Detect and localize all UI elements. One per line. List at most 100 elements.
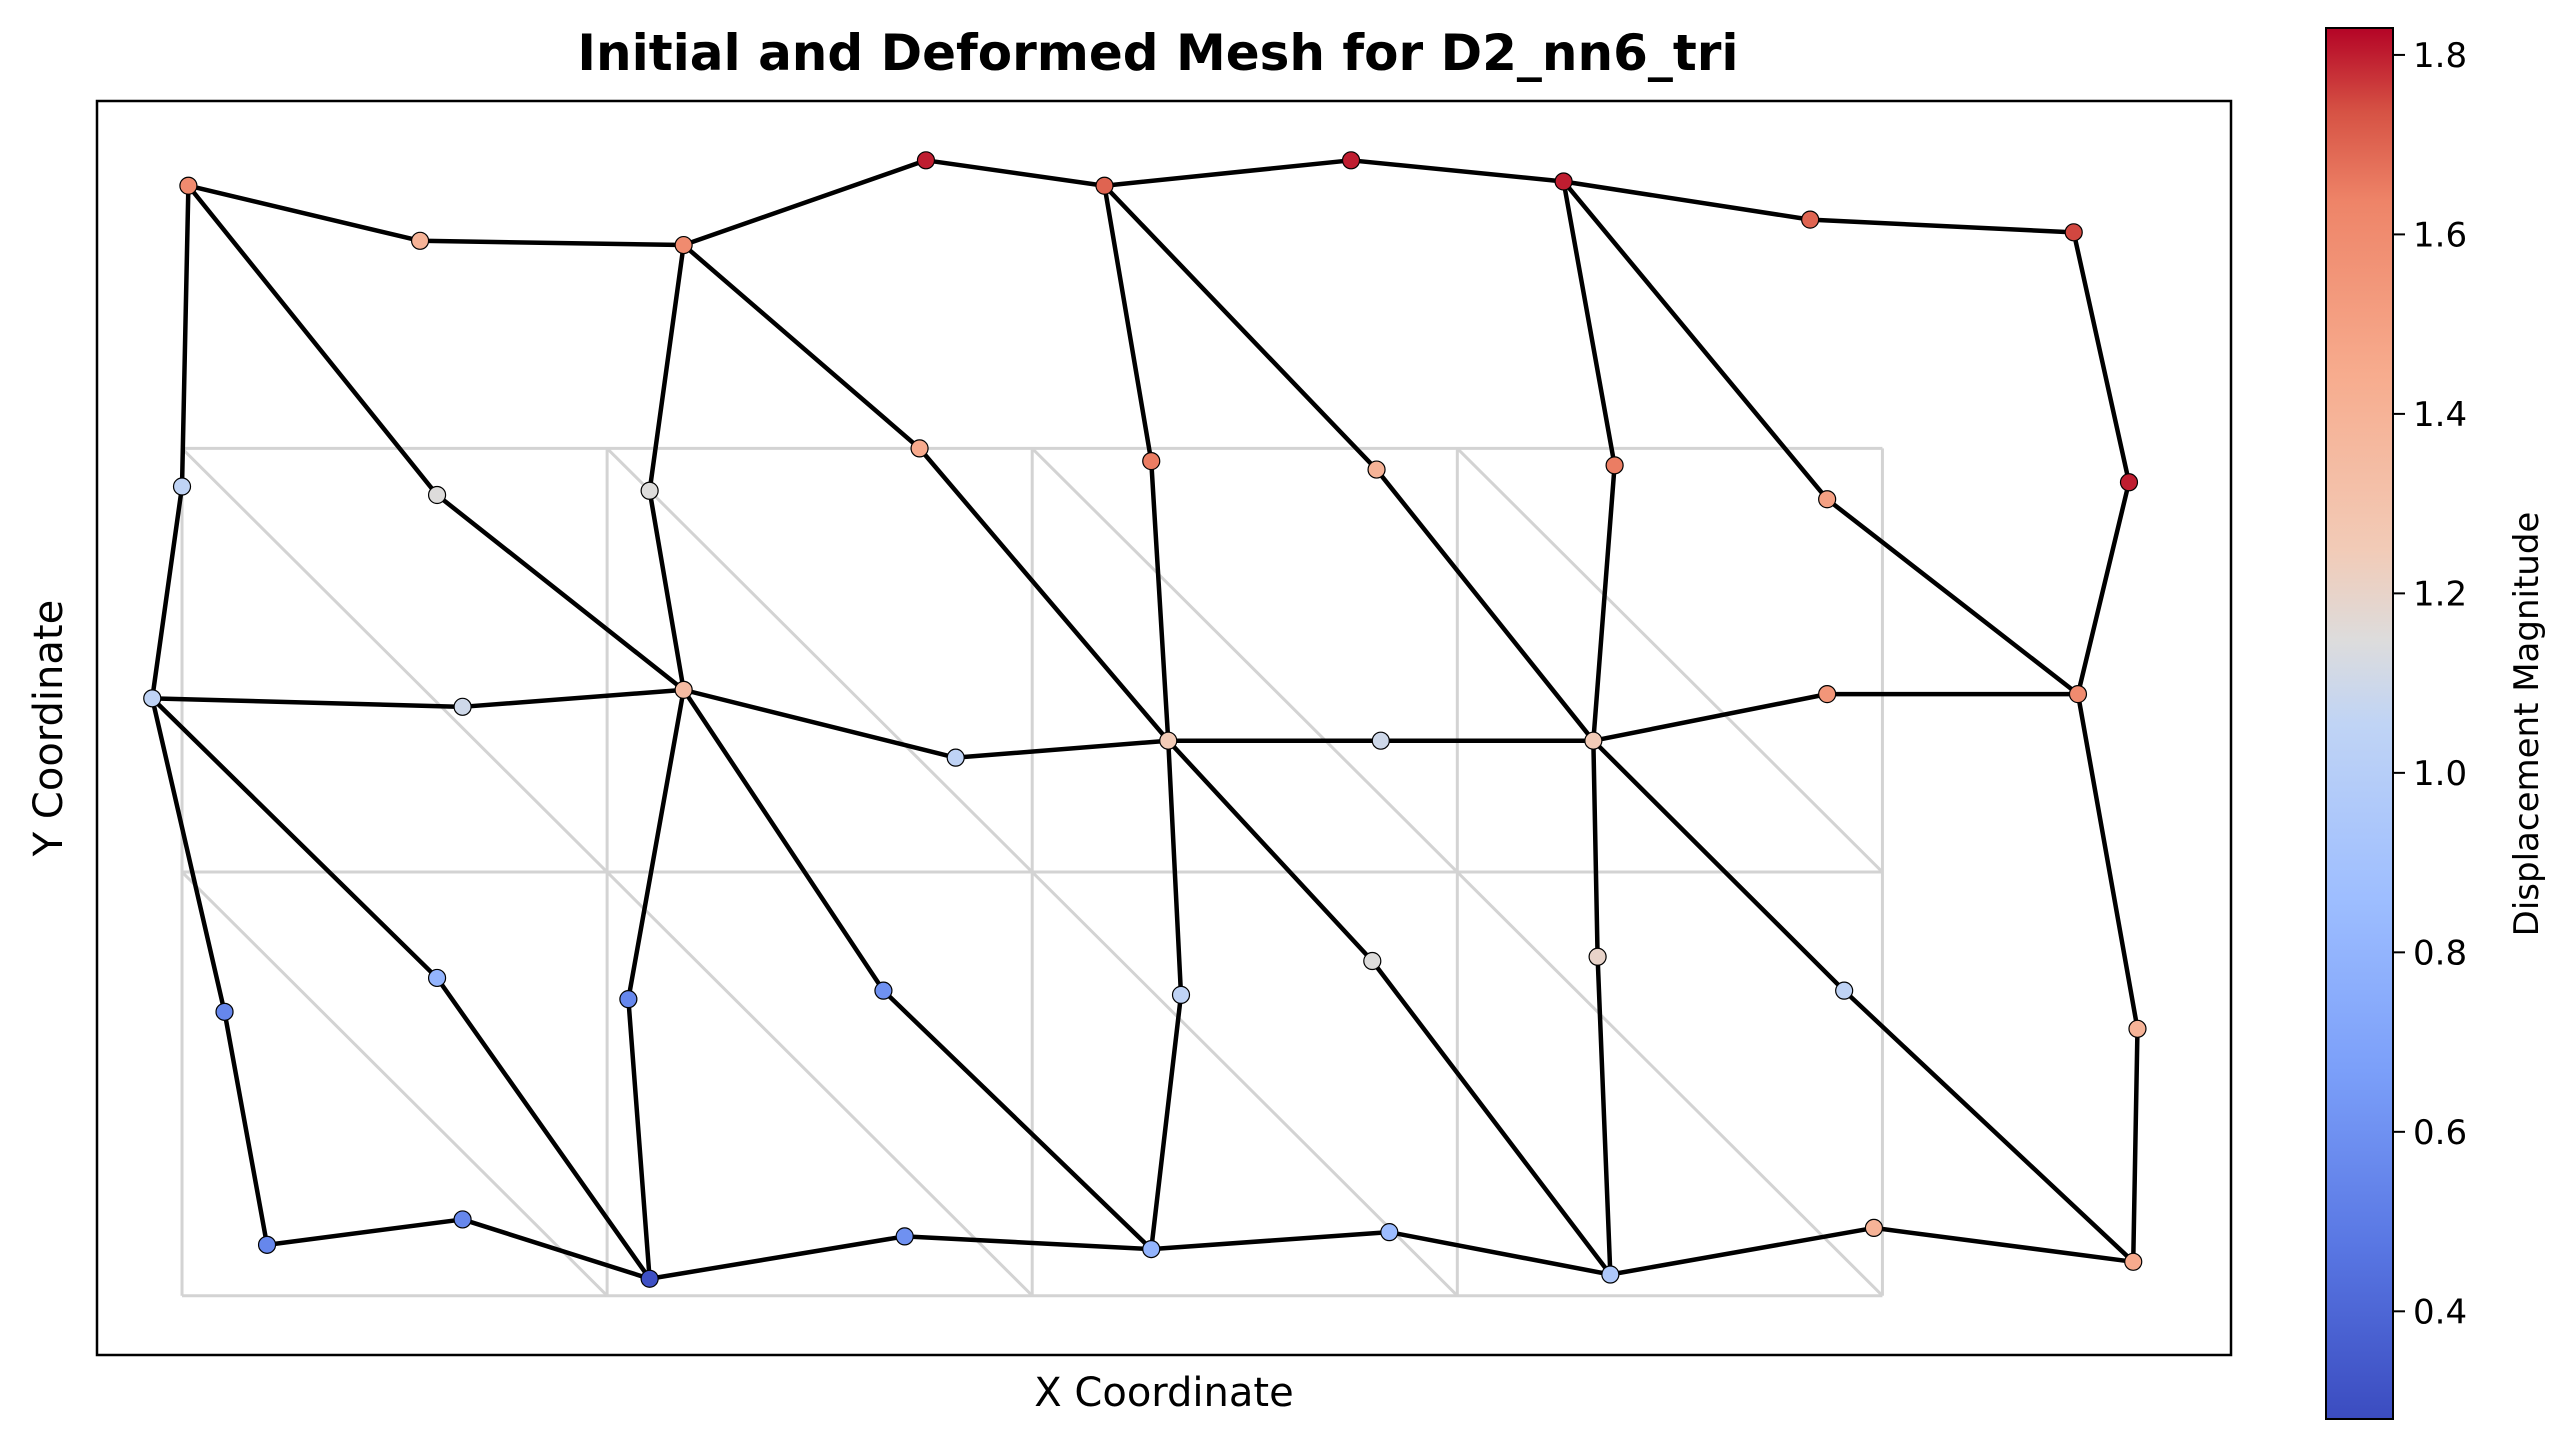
- colorbar: [2325, 27, 2394, 1420]
- deformed-mesh-edge: [1561, 179, 1813, 222]
- deformed-mesh-edge: [1841, 988, 2136, 1265]
- deformed-mesh-node: [172, 477, 192, 496]
- deformed-mesh-edge: [2075, 691, 2140, 1032]
- deformed-mesh-edge: [1348, 158, 1566, 184]
- deformed-mesh-edge: [953, 738, 1171, 760]
- deformed-mesh-node: [1554, 172, 1573, 191]
- deformed-mesh-node: [1371, 731, 1390, 750]
- deformed-mesh-node: [1171, 985, 1191, 1004]
- deformed-mesh-edge: [681, 687, 958, 760]
- deformed-mesh-edge: [647, 242, 686, 494]
- deformed-mesh-edge: [1591, 738, 1600, 960]
- deformed-mesh-node: [640, 1269, 659, 1288]
- deformed-mesh-edge: [1166, 738, 1184, 998]
- deformed-mesh-node: [2064, 223, 2083, 242]
- deformed-mesh-node: [1601, 1265, 1620, 1284]
- colorbar-tick-label: 1.2: [2413, 574, 2467, 614]
- deformed-mesh-edge: [626, 687, 686, 1002]
- deformed-mesh-edge: [264, 1217, 465, 1248]
- deformed-mesh-edge: [150, 696, 465, 710]
- deformed-mesh-edge: [2130, 1026, 2140, 1265]
- deformed-mesh-node: [946, 748, 965, 767]
- deformed-mesh-edge: [1824, 496, 2081, 697]
- deformed-mesh-edge: [626, 996, 652, 1281]
- chart-title: Initial and Deformed Mesh for D2_nn6_tri: [577, 24, 1738, 82]
- initial-mesh-diagonal: [1031, 447, 1459, 874]
- deformed-mesh-edge: [1166, 738, 1375, 964]
- deformed-mesh-node: [1142, 1239, 1161, 1259]
- initial-mesh-diagonal: [180, 447, 609, 874]
- deformed-mesh-edge: [1561, 179, 1617, 468]
- deformed-mesh-edge: [647, 1234, 907, 1281]
- deformed-mesh-node: [410, 231, 430, 250]
- deformed-mesh-edge: [2071, 230, 2132, 485]
- plot-frame: [95, 99, 2233, 1357]
- deformed-mesh-node: [1095, 176, 1114, 195]
- deformed-mesh-node: [1588, 947, 1607, 966]
- deformed-mesh-node: [640, 481, 659, 500]
- deformed-mesh-node: [453, 1210, 472, 1229]
- deformed-mesh-edge: [417, 238, 686, 248]
- deformed-mesh-edge: [881, 988, 1154, 1252]
- deformed-mesh-edge: [150, 696, 227, 1015]
- deformed-mesh-node: [1835, 981, 1854, 1000]
- deformed-mesh-node: [1159, 731, 1178, 750]
- deformed-mesh-node: [895, 1227, 914, 1246]
- deformed-mesh-node: [1363, 951, 1382, 971]
- deformed-mesh-edge: [1148, 992, 1184, 1252]
- deformed-mesh-node: [2068, 685, 2088, 704]
- deformed-mesh-edge: [186, 183, 423, 244]
- deformed-mesh-edge: [1591, 463, 1617, 743]
- deformed-mesh-edge: [1871, 1225, 2136, 1265]
- deformed-mesh-edge: [434, 492, 686, 693]
- y-axis-label: Y Coordinate: [26, 600, 72, 857]
- initial-mesh-diagonal: [1456, 870, 1884, 1297]
- deformed-mesh-node: [2128, 1019, 2147, 1038]
- deformed-mesh-edge: [1387, 1229, 1613, 1277]
- deformed-mesh-node: [1142, 452, 1161, 471]
- deformed-mesh-node: [619, 990, 638, 1009]
- deformed-mesh-edge: [150, 696, 440, 981]
- colorbar-tick-label: 1.0: [2413, 754, 2467, 794]
- deformed-mesh-edge: [1591, 738, 1847, 993]
- deformed-mesh-edge: [681, 687, 886, 993]
- deformed-mesh-node: [874, 981, 893, 1000]
- deformed-mesh-node: [674, 680, 693, 699]
- colorbar-tick-label: 1.4: [2413, 395, 2467, 435]
- deformed-mesh-edge: [681, 242, 922, 451]
- deformed-mesh-edge: [923, 158, 1107, 188]
- deformed-mesh-edge: [1561, 179, 1830, 502]
- deformed-mesh-node: [427, 485, 447, 505]
- deformed-mesh-node: [143, 689, 162, 708]
- deformed-mesh-nodes: [143, 151, 2147, 1288]
- deformed-mesh-edge: [1608, 1225, 1877, 1277]
- deformed-mesh-edges: [150, 158, 2140, 1281]
- deformed-mesh-edge: [902, 1234, 1154, 1252]
- initial-mesh-diagonal: [606, 447, 1034, 874]
- colorbar-tick-label: 1.6: [2413, 215, 2467, 255]
- deformed-mesh-edge: [1102, 183, 1154, 464]
- deformed-mesh-edge: [222, 1009, 270, 1248]
- initial-mesh-diagonal: [180, 870, 609, 1297]
- colorbar-tick-label: 0.8: [2413, 933, 2467, 973]
- deformed-mesh-edge: [1102, 183, 1379, 472]
- deformed-mesh-node: [1818, 490, 1837, 509]
- deformed-mesh-node: [1341, 151, 1361, 170]
- deformed-mesh-edge: [179, 183, 191, 489]
- deformed-mesh-edge: [1102, 158, 1354, 188]
- initial-mesh-diagonal: [1456, 447, 1884, 874]
- deformed-mesh-node: [1818, 685, 1837, 704]
- deformed-mesh-node: [674, 235, 693, 255]
- deformed-mesh-edge: [460, 687, 686, 710]
- deformed-mesh-edge: [460, 1217, 652, 1281]
- deformed-mesh-edge: [681, 158, 929, 248]
- deformed-mesh-node: [1380, 1223, 1399, 1242]
- deformed-mesh-edge: [1807, 217, 2076, 235]
- deformed-mesh-node: [215, 1002, 234, 1021]
- deformed-mesh-node: [2124, 1252, 2143, 1271]
- deformed-mesh-node: [453, 697, 472, 716]
- deformed-mesh-edge: [1591, 691, 1830, 743]
- deformed-mesh-edge: [1595, 954, 1613, 1277]
- deformed-mesh-node: [427, 968, 447, 988]
- deformed-mesh-edge: [647, 488, 686, 693]
